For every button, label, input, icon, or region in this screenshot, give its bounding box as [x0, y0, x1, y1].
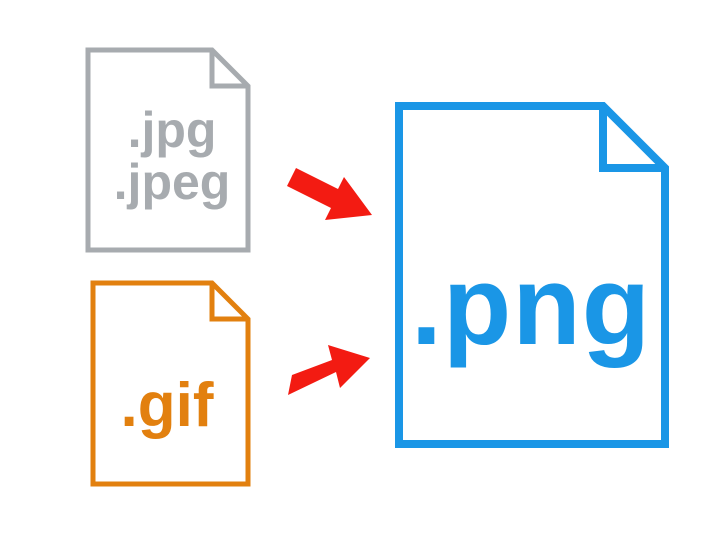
png-document-icon: [395, 102, 669, 448]
jpg-document-icon: [85, 47, 251, 253]
jpg-jpeg-label: .jpg .jpeg: [92, 104, 252, 208]
jpeg-label-line2: .jpeg: [113, 154, 231, 210]
gif-document-icon: [90, 280, 251, 487]
gif-label: .gif: [120, 371, 214, 440]
png-label: .png: [410, 243, 652, 368]
jpg-label-line1: .jpg: [127, 102, 217, 158]
arrow-jpg-to-png-icon: [287, 168, 372, 220]
arrow-gif-to-png-icon: [288, 345, 370, 395]
